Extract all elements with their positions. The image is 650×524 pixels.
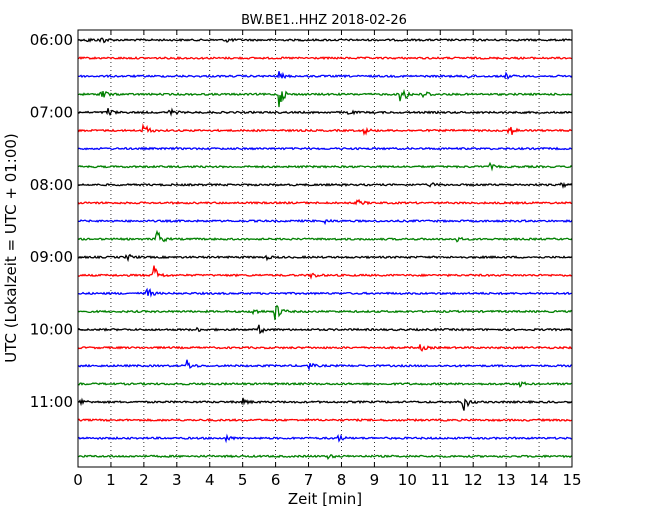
trace-row: [77, 287, 573, 298]
y-axis-label: UTC (Lokalzeit = UTC + 01:00): [2, 133, 20, 363]
x-axis-label: Zeit [min]: [288, 490, 362, 508]
y-tick-label: 06:00: [30, 31, 73, 49]
trace-row: [77, 397, 573, 411]
x-tick-label: 6: [271, 471, 281, 489]
trace-row: [77, 123, 573, 136]
x-tick-label: 12: [464, 471, 483, 489]
x-tick-label: 0: [73, 471, 83, 489]
trace-row: [77, 55, 573, 61]
trace-row: [77, 359, 573, 371]
trace-row: [77, 88, 573, 108]
trace-row: [77, 433, 573, 444]
trace-row: [77, 161, 573, 172]
trace-row: [77, 454, 573, 460]
x-tick-labels: 0 1 2 3 4 5 6 7 8 9 10 11 12 13 14 15: [73, 471, 581, 489]
trace-row: [77, 229, 573, 243]
trace-row: [77, 71, 573, 80]
trace-row: [77, 324, 573, 335]
trace-row: [77, 344, 573, 352]
x-tick-label: 15: [562, 471, 581, 489]
grid-lines: [110, 30, 540, 467]
trace-row: [77, 265, 573, 280]
chart-title: BW.BE1..HHZ 2018-02-26: [241, 13, 407, 28]
y-tick-labels: 06:00 07:00 08:00 09:00 10:00 11:00: [30, 31, 73, 411]
x-tick-label: 10: [398, 471, 417, 489]
trace-row: [77, 181, 573, 189]
trace-row: [77, 381, 573, 388]
x-tick-label: 3: [172, 471, 182, 489]
trace-row: [77, 146, 573, 151]
x-tick-label: 13: [497, 471, 516, 489]
y-tick-label: 07:00: [30, 103, 73, 121]
x-tick-label: 9: [370, 471, 380, 489]
x-tick-label: 11: [431, 471, 450, 489]
y-tick-label: 10:00: [30, 321, 73, 339]
trace-row: [77, 198, 573, 206]
trace-row: [77, 107, 573, 117]
x-tick-label: 4: [205, 471, 215, 489]
trace-row: [77, 253, 573, 263]
trace-row: [77, 37, 573, 44]
x-tick-label: 2: [139, 471, 149, 489]
x-tick-label: 5: [238, 471, 248, 489]
plot-frame: [77, 29, 573, 468]
x-tick-label: 1: [106, 471, 116, 489]
tick-layer: [77, 30, 573, 467]
x-tick-label: 7: [304, 471, 314, 489]
x-tick-label: 8: [337, 471, 347, 489]
y-tick-label: 11:00: [30, 393, 73, 411]
trace-row: [77, 218, 573, 226]
trace-row: [77, 418, 573, 423]
trace-row: [77, 304, 573, 321]
trace-layer: [77, 37, 573, 460]
x-tick-label: 14: [530, 471, 549, 489]
plot-area: [78, 30, 572, 467]
y-tick-label: 08:00: [30, 176, 73, 194]
y-tick-label: 09:00: [30, 248, 73, 266]
